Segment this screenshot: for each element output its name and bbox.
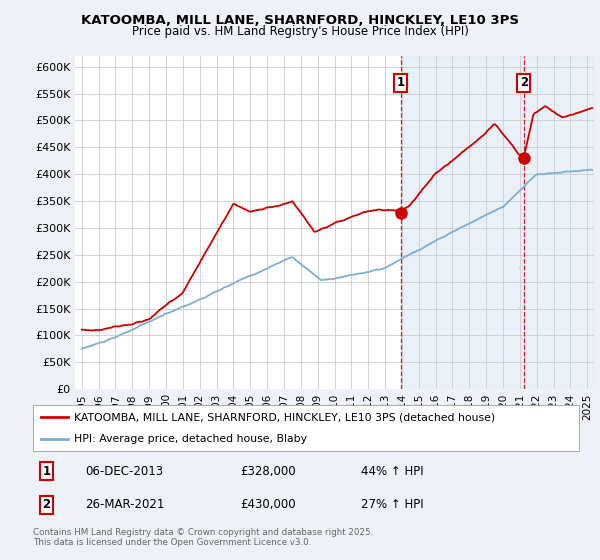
Text: 1: 1 xyxy=(43,465,51,478)
Text: £328,000: £328,000 xyxy=(241,465,296,478)
Text: 2: 2 xyxy=(520,76,528,90)
Text: Contains HM Land Registry data © Crown copyright and database right 2025.
This d: Contains HM Land Registry data © Crown c… xyxy=(33,528,373,547)
Bar xyxy=(401,56,524,389)
Text: HPI: Average price, detached house, Blaby: HPI: Average price, detached house, Blab… xyxy=(74,435,307,444)
Bar xyxy=(524,56,594,389)
Text: Price paid vs. HM Land Registry's House Price Index (HPI): Price paid vs. HM Land Registry's House … xyxy=(131,25,469,38)
Text: 26-MAR-2021: 26-MAR-2021 xyxy=(85,498,164,511)
Text: KATOOMBA, MILL LANE, SHARNFORD, HINCKLEY, LE10 3PS: KATOOMBA, MILL LANE, SHARNFORD, HINCKLEY… xyxy=(81,14,519,27)
Text: £430,000: £430,000 xyxy=(241,498,296,511)
Text: 1: 1 xyxy=(397,76,404,90)
Text: 06-DEC-2013: 06-DEC-2013 xyxy=(85,465,163,478)
Text: 44% ↑ HPI: 44% ↑ HPI xyxy=(361,465,423,478)
Text: KATOOMBA, MILL LANE, SHARNFORD, HINCKLEY, LE10 3PS (detached house): KATOOMBA, MILL LANE, SHARNFORD, HINCKLEY… xyxy=(74,412,495,422)
Text: 27% ↑ HPI: 27% ↑ HPI xyxy=(361,498,423,511)
Text: 2: 2 xyxy=(43,498,51,511)
